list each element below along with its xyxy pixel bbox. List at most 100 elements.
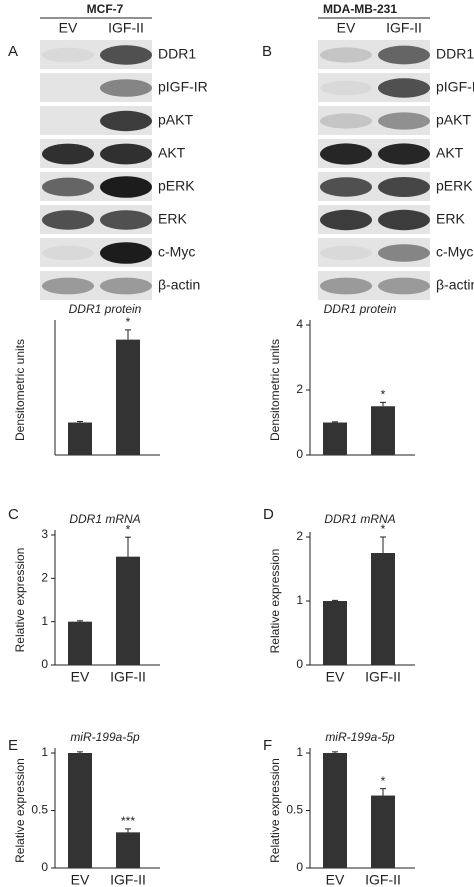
blot-band [100,277,152,295]
chart-title: DDR1 protein [324,302,397,316]
panel-letter: F [263,737,272,754]
lane-label: IGF-II [108,20,144,36]
y-tick-label: 0 [296,860,303,874]
y-axis-label: Densitometric units [13,339,27,441]
y-axis-label: Relative expression [13,758,27,863]
blot-band [378,112,430,130]
blot-band [100,110,152,132]
cell-line: MCF-7 [87,2,124,16]
blot-strip [40,271,152,300]
panel-letter: C [8,506,19,523]
y-tick-label: 1 [296,745,303,759]
significance: * [126,522,131,536]
blot-band [100,45,152,65]
band-label: pERK [158,178,195,194]
panel-letter: B [262,43,272,60]
band-label: DDR1 [158,46,196,62]
band-label: c-Myc [158,244,195,260]
lane-label: EV [59,20,78,36]
chart-title: DDR1 mRNA [324,512,395,526]
y-tick-label: 0 [296,447,303,461]
bar [323,422,347,455]
blot-band [378,177,430,197]
x-tick-label: IGF-II [110,669,146,685]
band-label: AKT [158,145,186,161]
y-tick-label: 2 [296,382,303,396]
blot-band [42,143,94,165]
bar [371,406,395,455]
cell-line: MDA-MB-231 [323,2,397,16]
y-tick-label: 0.5 [286,803,303,817]
blot-band [100,79,152,97]
y-tick-label: 1 [41,614,48,628]
band-label: β-actin [158,277,200,293]
blot-band [320,245,372,261]
blot-band [320,209,372,231]
band-label: pIGF-IR [158,79,208,95]
y-axis-label: Relative expression [13,548,27,653]
chart-title: miR-199a-5p [325,730,395,744]
blot-band [378,143,430,165]
band-label: ERK [158,211,187,227]
blot-band [378,209,430,231]
significance: *** [121,814,135,828]
blot-band [42,177,94,197]
blot-strip [318,106,430,135]
panel-letter: A [8,43,18,60]
lane-label: EV [337,20,356,36]
y-tick-label: 0.5 [31,803,48,817]
y-axis-label: Densitometric units [268,339,282,441]
chart-title: DDR1 mRNA [69,512,140,526]
blot-band [320,143,372,165]
bar [323,601,347,665]
y-tick-label: 2 [41,571,48,585]
chart-title: DDR1 protein [69,302,142,316]
blot-band [378,45,430,65]
blot-strip [40,73,152,102]
x-tick-label: IGF-II [110,872,146,887]
y-tick-label: 4 [296,317,303,331]
y-axis-label: Relative expression [268,549,282,654]
band-label: DDR1 [436,46,474,62]
x-tick-label: EV [326,669,345,685]
blot-band [100,176,152,198]
band-label: AKT [436,145,464,161]
blot-band [42,47,94,63]
band-label: pIGF-IR [436,79,474,95]
bar [116,556,140,665]
bar [371,795,395,868]
blot-band [320,80,372,96]
bar [116,339,140,455]
blot-band [320,113,372,129]
band-label: β-actin [436,277,474,293]
bar [68,422,92,455]
band-label: c-Myc [436,244,473,260]
blot-band [42,210,94,230]
y-tick-label: 0 [41,657,48,671]
blot-band [378,244,430,262]
blot-band [378,78,430,98]
x-tick-label: EV [71,669,90,685]
significance: * [381,522,386,536]
blot-strip [318,271,430,300]
chart-title: miR-199a-5p [70,730,140,744]
bar [371,553,395,665]
panel-letter: D [263,506,274,523]
significance: * [381,774,386,788]
significance: * [126,315,131,329]
lane-label: IGF-II [386,20,422,36]
panel-letter: E [8,737,18,754]
blot-band [42,277,94,295]
band-label: pERK [436,178,473,194]
band-label: pAKT [158,112,193,128]
bar [68,753,92,868]
y-tick-label: 3 [41,527,48,541]
y-axis-label: Relative expression [268,758,282,863]
y-tick-label: 0 [41,860,48,874]
band-label: pAKT [436,112,471,128]
y-tick-label: 1 [296,593,303,607]
y-tick-label: 2 [296,529,303,543]
blot-band [320,47,372,63]
blot-band [100,143,152,165]
